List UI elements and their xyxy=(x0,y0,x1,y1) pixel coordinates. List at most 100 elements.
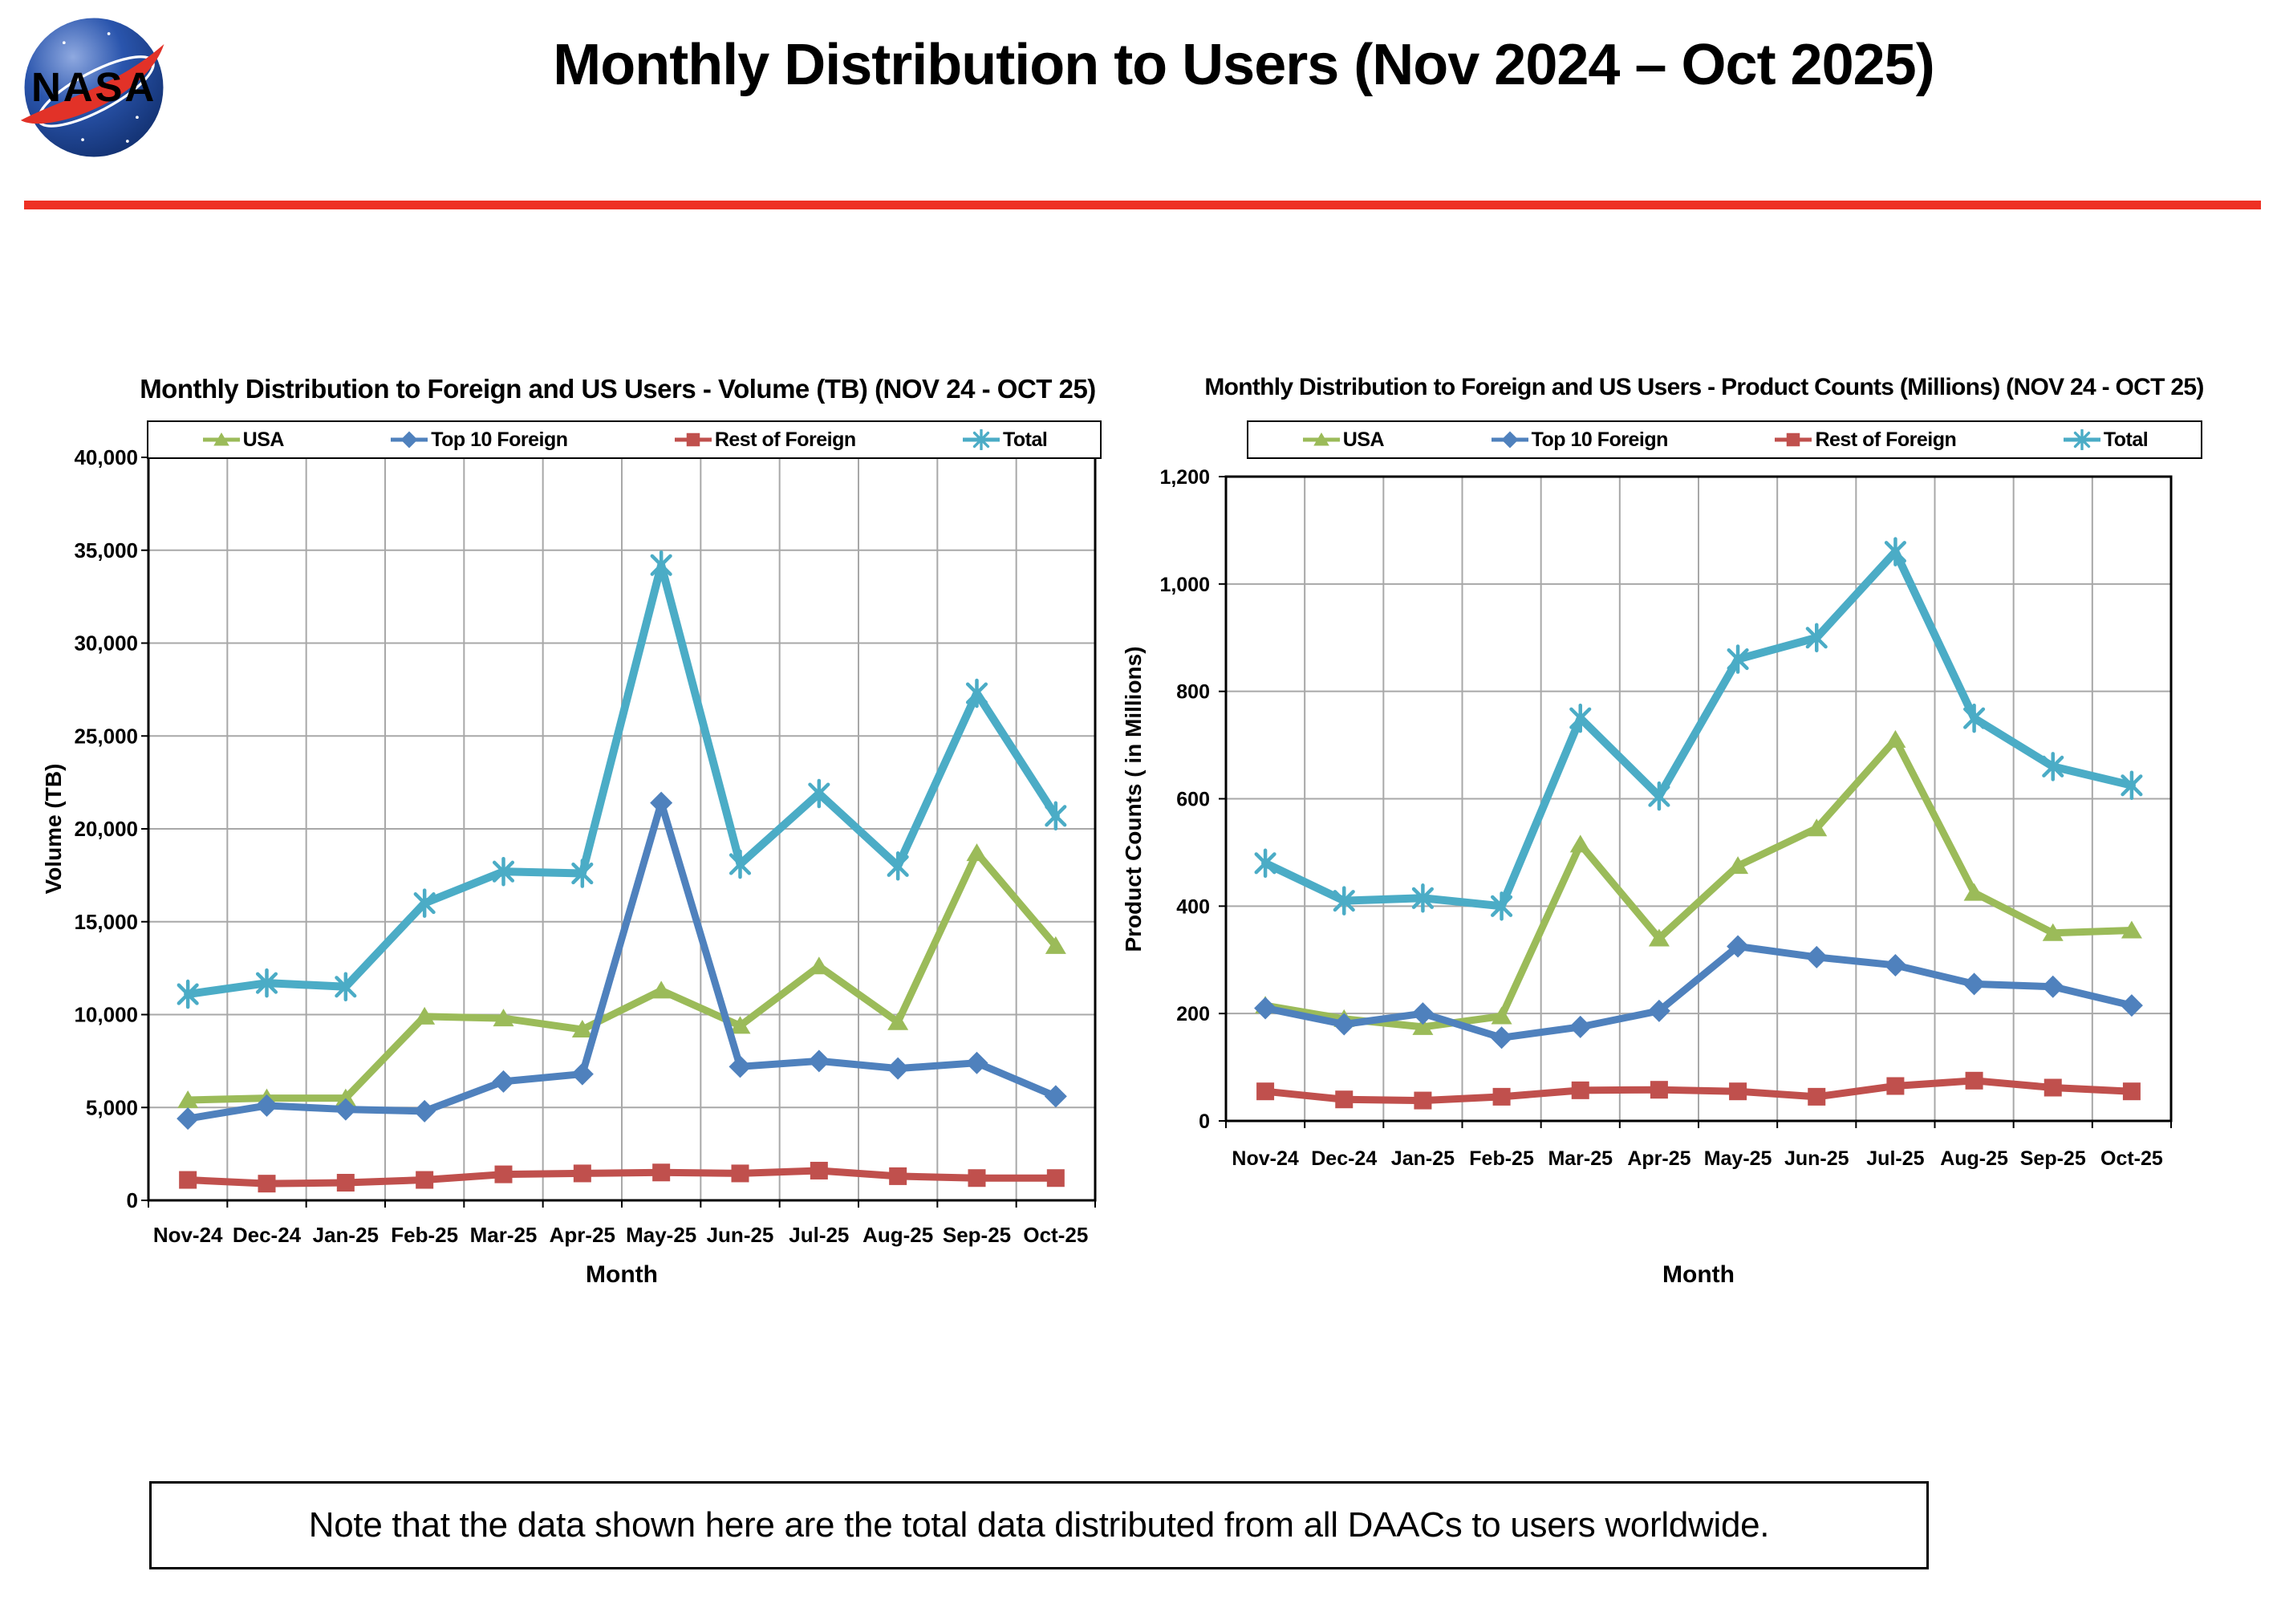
top-10-foreign-marker-icon xyxy=(965,1051,988,1074)
y-tick-label: 25,000 xyxy=(74,724,138,748)
legend-label: Total xyxy=(1002,428,1048,451)
gridlines xyxy=(148,457,1095,1200)
y-tick-label: 30,000 xyxy=(74,631,138,656)
top-10-foreign-marker-icon xyxy=(391,431,428,449)
total-marker-icon xyxy=(1254,848,1276,879)
legend-label: Top 10 Foreign xyxy=(431,428,568,451)
legend-item-top-10-foreign: Top 10 Foreign xyxy=(1490,428,1668,452)
rest-of-foreign-marker-icon xyxy=(573,1164,591,1183)
x-tick-label: Jun-25 xyxy=(1784,1147,1849,1170)
series-total xyxy=(177,550,1067,1009)
usa-marker-icon xyxy=(335,1088,356,1106)
legend-label: Rest of Foreign xyxy=(1815,428,1957,451)
rest-of-foreign-marker-icon xyxy=(889,1167,907,1185)
rest-of-foreign-marker-icon xyxy=(1808,1087,1826,1106)
x-tick-label: Nov-24 xyxy=(153,1223,223,1247)
x-axis-labels: Nov-24 Dec-24 Jan-25 Feb-25 Mar-25 Apr-25 May-… xyxy=(153,1223,1088,1247)
note-box: Note that the data shown here are the to… xyxy=(149,1481,1929,1569)
axis-ticks xyxy=(1219,476,2172,1128)
rest-of-foreign-marker-icon xyxy=(2044,1078,2062,1097)
total-marker-icon xyxy=(2042,752,2064,782)
rest-of-foreign-marker-icon xyxy=(336,1174,355,1192)
rest-of-foreign-marker-icon xyxy=(179,1171,197,1189)
y-tick-label: 200 xyxy=(1176,1003,1210,1025)
x-tick-label: Feb-25 xyxy=(1469,1147,1534,1170)
usa-marker-icon xyxy=(729,1016,751,1034)
x-tick-label: Jan-25 xyxy=(313,1223,379,1247)
top-10-foreign-marker-icon xyxy=(1569,1015,1592,1038)
y-tick-label: 5,000 xyxy=(86,1095,138,1119)
legend-item-total: Total xyxy=(961,428,1048,452)
legend-item-usa: USA xyxy=(1301,428,1385,452)
total-marker-icon xyxy=(1411,883,1434,913)
y-tick-label: 400 xyxy=(1176,895,1210,918)
y-tick-label: 35,000 xyxy=(74,538,138,562)
rest-of-foreign-marker-icon xyxy=(674,432,712,447)
rest-of-foreign-marker-icon xyxy=(731,1164,749,1183)
top-10-foreign-marker-icon xyxy=(492,1070,515,1093)
product-counts-chart-canvas: 0 200 400 600 800 1,000 1,200 Nov-24 Dec-24 Jan-2… xyxy=(1121,466,2173,1288)
x-tick-label: Apr-25 xyxy=(1627,1147,1690,1170)
series-line xyxy=(1261,1077,2136,1105)
logo-swoosh xyxy=(20,44,164,124)
gridlines xyxy=(1226,477,2171,1121)
rest-of-foreign-marker-icon xyxy=(2122,1082,2141,1101)
x-tick-label: Jun-25 xyxy=(707,1223,774,1247)
usa-marker-icon xyxy=(1045,936,1066,954)
usa-marker-icon xyxy=(414,1006,436,1025)
usa-marker-icon xyxy=(1569,834,1591,853)
rest-of-foreign-marker-icon xyxy=(1571,1081,1589,1099)
x-tick-label: Apr-25 xyxy=(550,1223,615,1247)
axis-ticks xyxy=(141,457,1096,1208)
top-10-foreign-marker-icon xyxy=(1411,1002,1435,1025)
x-tick-label: Jul-25 xyxy=(789,1223,849,1247)
usa-marker-icon xyxy=(1727,856,1749,875)
top-10-foreign-marker-icon xyxy=(1805,945,1828,968)
x-axis-title: Month xyxy=(586,1261,658,1288)
series-line xyxy=(1261,943,2136,1041)
legend-label: Total xyxy=(2103,428,2149,451)
y-tick-label: 800 xyxy=(1176,681,1210,704)
rest-of-foreign-marker-icon xyxy=(968,1169,986,1188)
y-tick-label: 1,000 xyxy=(1159,574,1210,596)
legend-label: USA xyxy=(242,428,285,451)
series-rest-of-foreign xyxy=(1256,1071,2141,1110)
y-tick-label: 20,000 xyxy=(74,817,138,841)
rest-of-foreign-marker-icon xyxy=(1492,1087,1511,1106)
y-axis-title: Product Counts ( in Millions) xyxy=(1121,646,1146,952)
x-tick-label: Oct-25 xyxy=(1023,1223,1088,1247)
legend-item-rest-of-foreign: Rest of Foreign xyxy=(673,428,856,452)
usa-marker-icon xyxy=(1806,818,1828,837)
total-marker-icon xyxy=(650,550,672,580)
series-line xyxy=(1261,736,2136,1031)
legend-label: USA xyxy=(1342,428,1385,451)
product-counts-chart-title: Monthly Distribution to Foreign and US U… xyxy=(1204,374,2204,400)
rest-of-foreign-marker-icon xyxy=(1650,1081,1668,1099)
usa-marker-icon xyxy=(1412,1017,1434,1035)
top-10-foreign-marker-icon xyxy=(729,1055,752,1078)
usa-marker-icon xyxy=(177,1090,199,1108)
top-10-foreign-marker-icon xyxy=(1647,999,1670,1022)
legend-label: Rest of Foreign xyxy=(714,428,856,451)
total-marker-icon xyxy=(177,979,199,1009)
y-tick-label: 10,000 xyxy=(74,1003,138,1027)
rest-of-foreign-marker-icon xyxy=(1046,1169,1065,1188)
logo-sphere xyxy=(24,18,164,157)
total-marker-icon xyxy=(1648,781,1670,811)
x-tick-label: Sep-25 xyxy=(2020,1147,2086,1170)
total-marker-icon xyxy=(413,888,436,918)
total-marker-icon xyxy=(571,859,594,888)
top-10-foreign-marker-icon xyxy=(570,1062,594,1086)
usa-marker-icon xyxy=(808,956,830,975)
x-axis-title: Month xyxy=(1662,1261,1735,1288)
top-10-foreign-marker-icon xyxy=(887,1057,910,1080)
usa-marker-icon xyxy=(1302,432,1340,446)
y-axis-labels: 0 5,000 10,000 15,000 20,000 25,000 30,000 35,0… xyxy=(74,445,138,1212)
series-line xyxy=(184,849,1060,1104)
top-10-foreign-marker-icon xyxy=(413,1099,436,1123)
usa-marker-icon xyxy=(887,1012,909,1030)
total-marker-icon xyxy=(335,972,357,1002)
total-marker-icon xyxy=(1884,537,1906,566)
logo-wordmark: NASA xyxy=(31,64,156,110)
total-marker-icon xyxy=(965,678,988,708)
